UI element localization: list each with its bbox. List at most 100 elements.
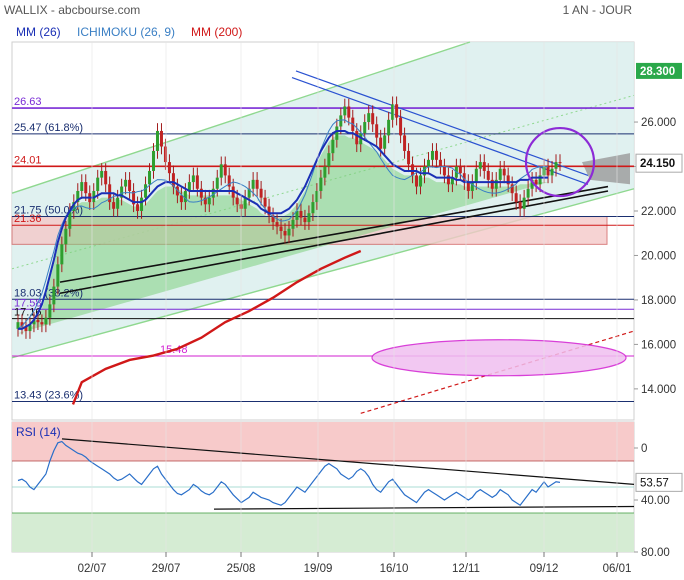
- rsi-panel: RSI (14) 80.00 40.00 0 53.57: [11, 421, 683, 559]
- level-label: 21.75 (50.0%): [14, 205, 83, 217]
- candle-body: [331, 139, 335, 154]
- candle-body: [355, 130, 359, 145]
- candle-body: [263, 197, 267, 207]
- candle-body: [307, 213, 311, 223]
- candle-body: [223, 164, 227, 176]
- candle-body: [371, 113, 375, 125]
- candle-body: [28, 324, 32, 332]
- rsi-label: RSI (14): [16, 425, 61, 439]
- candle-body: [482, 162, 486, 171]
- header-period: 1 AN - JOUR: [563, 3, 633, 17]
- candle-body: [546, 166, 550, 176]
- rsi-resistance-line: [61, 438, 635, 485]
- candle-body: [458, 166, 462, 174]
- mm200-line: [71, 249, 362, 405]
- legend-mm26: MM (26): [16, 25, 61, 39]
- candle-body: [259, 188, 263, 198]
- candle-body: [16, 322, 20, 329]
- candle-body: [32, 319, 36, 325]
- candle-body: [68, 210, 72, 229]
- x-tick-label: 12/11: [452, 563, 480, 575]
- candle-body: [327, 153, 331, 167]
- candle-body: [311, 202, 315, 214]
- candle-body: [403, 135, 407, 151]
- rsi-last-label: 53.57: [640, 477, 669, 489]
- candle-body: [60, 244, 64, 265]
- price-panel: 26.63 25.47 (61.8%) 24.01 21.75 (50.0%)21.3…: [11, 41, 683, 421]
- candle-body: [387, 119, 391, 136]
- candle-body: [347, 106, 351, 118]
- candle-body: [72, 202, 76, 211]
- candle-body: [136, 204, 140, 211]
- candle-body: [554, 162, 558, 169]
- candle-body: [191, 175, 195, 183]
- candle-body: [100, 170, 104, 178]
- candle-body: [44, 317, 48, 325]
- candle-body: [48, 304, 52, 318]
- candle-body: [419, 175, 423, 187]
- candle-body: [510, 184, 514, 194]
- level-label: 21.36: [14, 213, 42, 225]
- candle-body: [335, 126, 339, 140]
- candle-body: [379, 137, 383, 149]
- candle-body: [271, 215, 275, 223]
- y-tick-label: 18.000: [641, 295, 676, 307]
- target-ellipse: [371, 339, 627, 377]
- candle-body: [235, 197, 239, 205]
- candle-body: [152, 150, 155, 171]
- candle-body: [303, 217, 307, 223]
- candle-body: [442, 166, 446, 176]
- highlight-circle: [524, 126, 596, 198]
- candle-body: [474, 168, 478, 183]
- y-tick-label: 26.000: [641, 117, 676, 129]
- candle-body: [36, 319, 40, 323]
- candle-body: [446, 175, 450, 185]
- ichimoku-line: [17, 119, 549, 330]
- rsi-tick-label: 0: [641, 443, 647, 455]
- candle-body: [52, 286, 56, 305]
- rsi-oversold-zone: [12, 513, 634, 552]
- candle-body: [534, 179, 538, 185]
- y-tick-label: 16.000: [641, 339, 676, 351]
- top-price-label: 28.300: [640, 66, 675, 78]
- candle-body: [486, 170, 490, 180]
- candle-body: [438, 159, 442, 167]
- candle-body: [203, 197, 207, 205]
- candle-body: [538, 175, 542, 185]
- candle-body: [319, 177, 323, 191]
- level-label: 24.01: [14, 154, 42, 166]
- candle-body: [124, 179, 128, 187]
- legend-mm200: MM (200): [191, 25, 242, 39]
- candle-body: [183, 190, 187, 203]
- candle-body: [251, 179, 255, 189]
- candle-body: [430, 150, 434, 160]
- candle-body: [255, 179, 259, 189]
- rsi-tick-label: 40.00: [641, 495, 670, 507]
- candle-body: [275, 222, 279, 227]
- candle-body: [243, 197, 247, 209]
- candle-body: [383, 135, 387, 149]
- rsi-support-line: [213, 505, 635, 510]
- candle-body: [426, 159, 430, 167]
- candle-body: [363, 122, 367, 134]
- candle-body: [24, 326, 28, 332]
- candle-body: [84, 182, 88, 194]
- candle-body: [315, 190, 319, 203]
- last-price-box: [635, 153, 683, 173]
- candle-body: [339, 115, 343, 127]
- x-tick-label: 19/09: [304, 563, 333, 575]
- level-label: 26.63: [14, 96, 42, 108]
- candle-body: [526, 188, 530, 198]
- candle-body: [514, 193, 518, 203]
- candle-body: [466, 182, 470, 191]
- last-price-label: 24.150: [640, 158, 675, 170]
- x-tick-label: 06/01: [603, 563, 632, 575]
- candle-body: [148, 170, 152, 185]
- candle-body: [283, 231, 287, 236]
- candle-body: [279, 226, 283, 231]
- candle-body: [104, 170, 108, 185]
- candle-body: [411, 164, 415, 176]
- candle-body: [391, 104, 395, 120]
